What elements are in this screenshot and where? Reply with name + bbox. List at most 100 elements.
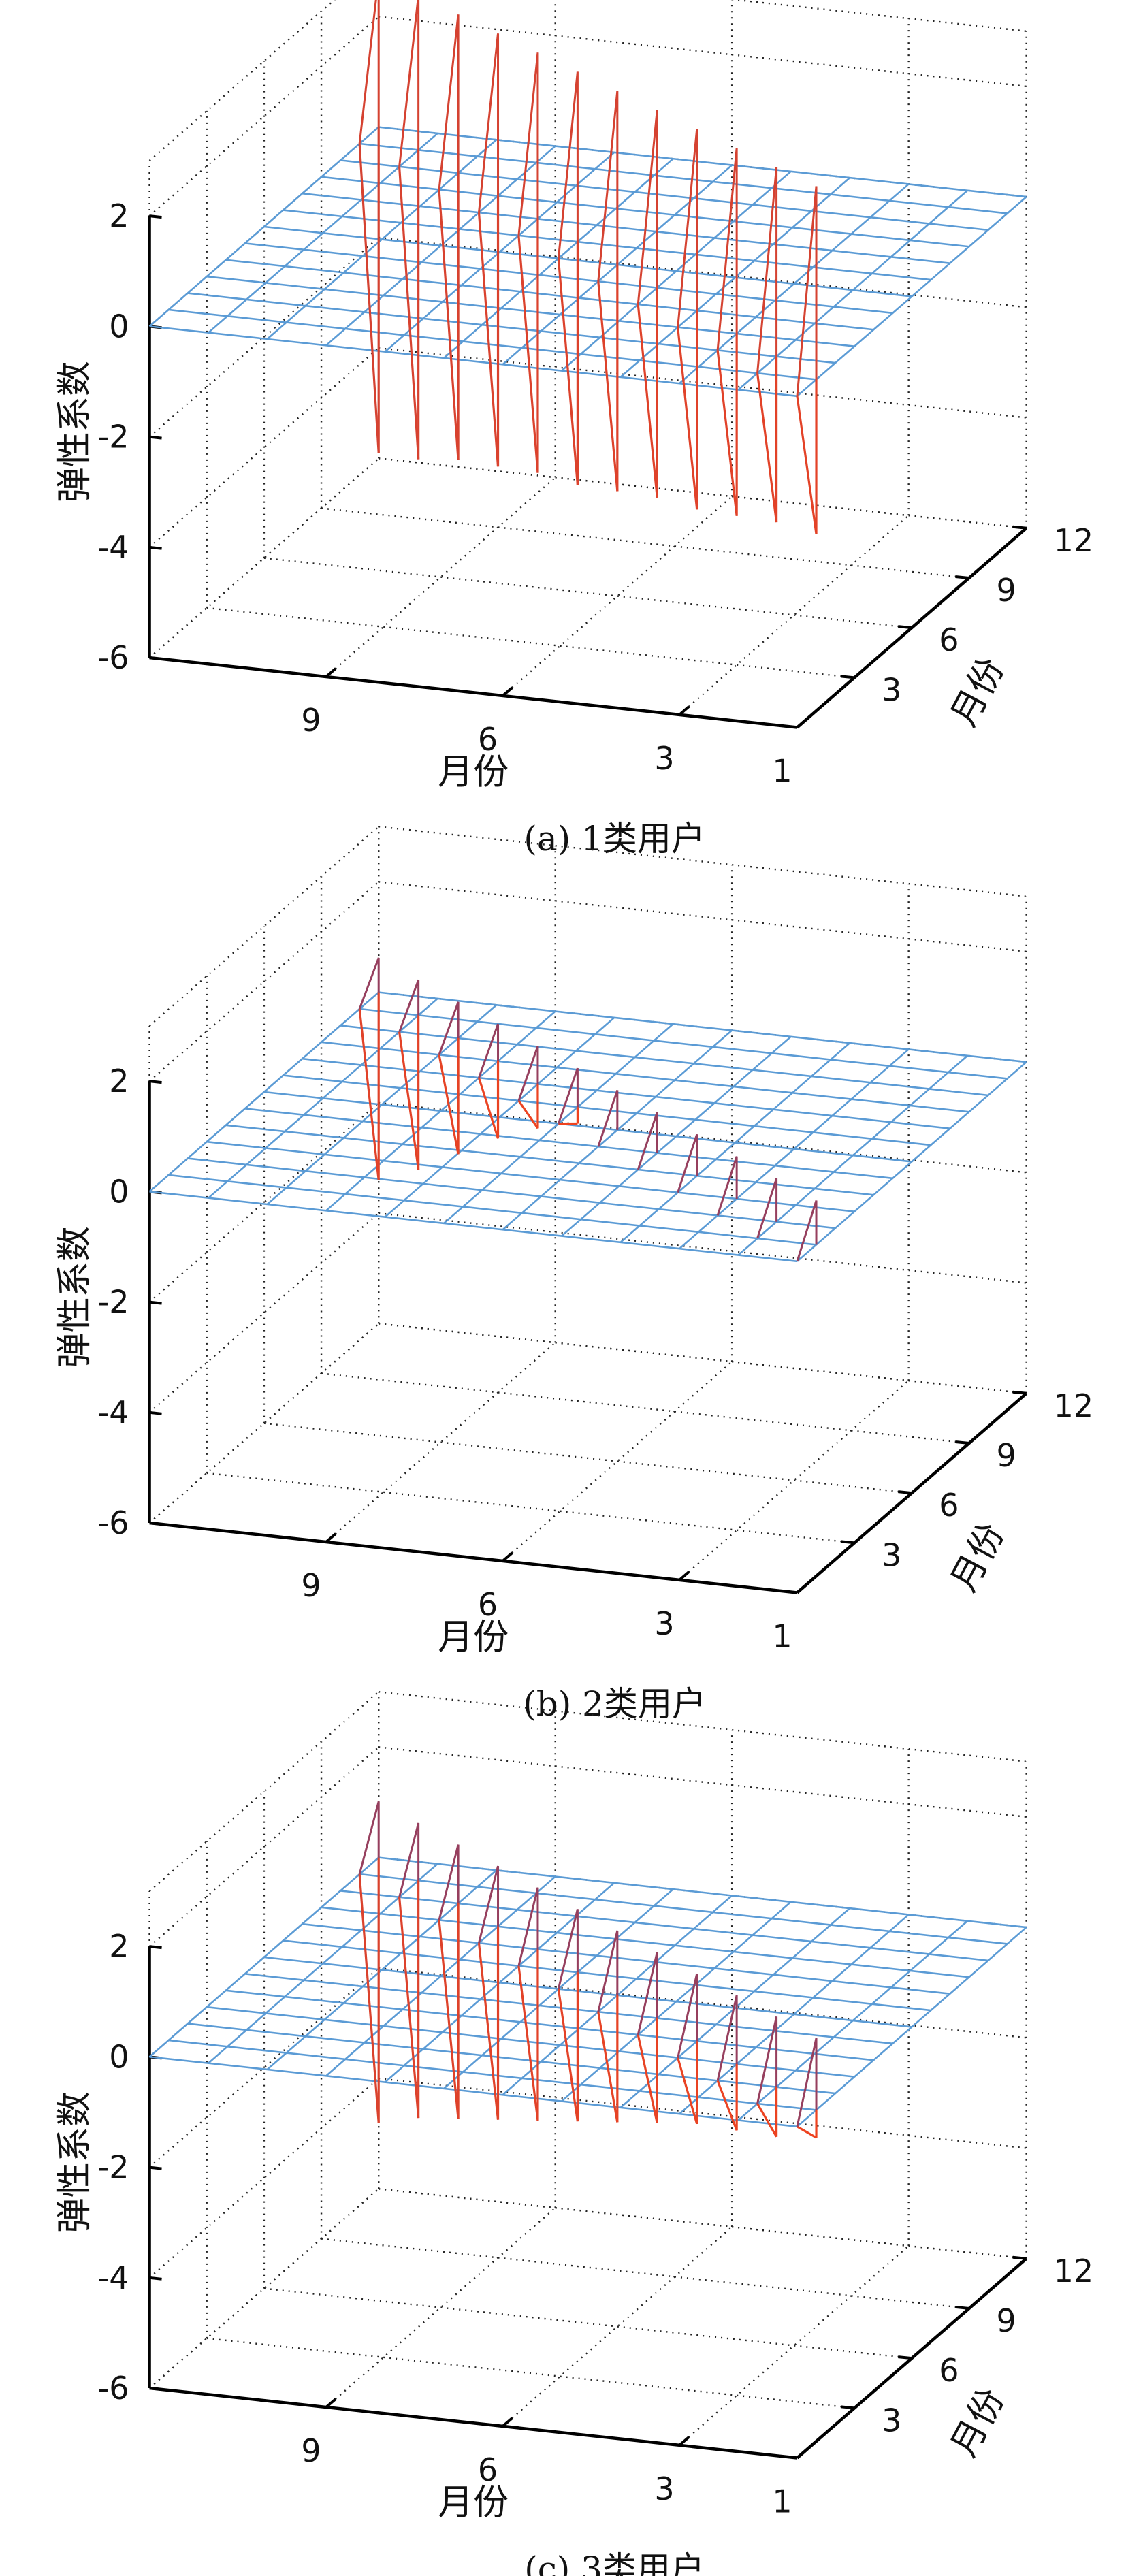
y-tick-label: 9 [996, 2302, 1016, 2339]
x-tick [678, 2436, 690, 2447]
y-tick-label: 3 [882, 2402, 901, 2438]
trough-spike [358, 1008, 380, 1180]
z-tick [149, 656, 162, 661]
floor-gridline [325, 2207, 556, 2408]
surface-mesh-line [302, 1922, 950, 1995]
floor-gridline [679, 1380, 910, 1581]
surface-mesh-line [340, 159, 988, 231]
floor-gridline [321, 2238, 969, 2310]
z-tick-label: -2 [98, 1284, 129, 1321]
y-tick-label: 6 [939, 622, 959, 658]
y-tick [1012, 525, 1027, 530]
z-tick-label: -2 [98, 419, 129, 455]
peak-ridge [756, 1178, 778, 1239]
x-tick-label: 9 [301, 702, 321, 739]
surface-mesh-line [244, 1973, 893, 2045]
trough-spike [358, 143, 380, 453]
surface-mesh-line [266, 1869, 498, 2070]
y-tick [955, 1440, 969, 1445]
x-tick [796, 1583, 808, 1594]
trough-spike [398, 1031, 420, 1170]
y-axis-label: 月份 [944, 2382, 1013, 2464]
surface-mesh-line [149, 1191, 798, 1263]
surface-mesh-line [340, 1890, 988, 1962]
surface-mesh-line [321, 176, 969, 248]
x-tick-label: 1 [772, 1618, 792, 1655]
wall-gridline [379, 2077, 1027, 2149]
trough-spike [398, 166, 420, 460]
trough-spike [677, 327, 698, 510]
x-tick-label: 3 [654, 740, 674, 777]
peak-ridge [677, 1133, 698, 1193]
trough-spike [796, 396, 818, 534]
floor-gridline [321, 1372, 969, 1445]
surface-mesh-line [384, 151, 615, 353]
wall-gridline [379, 1746, 1027, 1818]
x-axis [149, 2386, 798, 2460]
x-tick [325, 2398, 337, 2409]
surface-mesh-line [679, 1914, 910, 2115]
wall-gridline [379, 1967, 1027, 2039]
trough-spike [438, 1920, 460, 2119]
z-tick-label: -4 [98, 529, 129, 566]
y-axis-label: 月份 [944, 1517, 1013, 1598]
trough-spike [517, 235, 539, 473]
trough-spike [477, 1942, 500, 2120]
x-tick [678, 705, 690, 716]
z-tick-label: -4 [98, 1394, 129, 1431]
x-tick [502, 1551, 513, 1562]
wall-gridline [379, 236, 1027, 308]
z-tick-label: -6 [98, 2370, 129, 2406]
peak-ridge [557, 1067, 579, 1125]
z-tick-label: 2 [109, 1928, 129, 1965]
trough-spike [756, 2103, 777, 2138]
peak-ridge [716, 148, 738, 351]
surface-mesh-line [302, 192, 950, 264]
peak-ridge [677, 1973, 698, 2059]
floor-gridline [502, 496, 733, 696]
x-tick [325, 1532, 337, 1543]
wall-gridline [379, 347, 1027, 419]
surface-mesh-line [225, 1989, 874, 2061]
surface-mesh-line [283, 209, 931, 281]
surface-mesh-line [321, 1906, 969, 1978]
y-tick [898, 625, 912, 630]
z-tick [149, 2166, 162, 2170]
z-axis-label: 弹性系数 [54, 1226, 95, 1368]
y-tick [840, 675, 855, 679]
floor-gridline [321, 507, 969, 579]
z-tick-label: 0 [109, 2038, 129, 2075]
z-tick-label: -6 [98, 1504, 129, 1541]
surface-mesh-line [379, 991, 1027, 1063]
surface-mesh-line [225, 1124, 874, 1196]
trough-spike [438, 1054, 460, 1155]
peak-ridge [438, 1844, 460, 1920]
surface-mesh-line [148, 126, 380, 327]
peak-ridge [597, 1930, 619, 2012]
peak-ridge [716, 1995, 738, 2081]
surface-mesh-line [148, 991, 380, 1193]
x-tick [502, 2417, 513, 2428]
surface-mesh-line [263, 1956, 912, 2028]
surface-mesh-line [244, 1108, 893, 1180]
floor-gridline [206, 607, 855, 679]
surface-mesh-line [797, 1927, 1027, 2127]
peak-ridge [796, 2038, 818, 2127]
surface-mesh-line [379, 1856, 1027, 1929]
floor-gridline [263, 557, 912, 629]
floor-gridline [679, 2245, 910, 2446]
x-tick-label: 9 [301, 2432, 321, 2469]
z-axis-label: 弹性系数 [54, 361, 95, 502]
wall-gridline [379, 1101, 1027, 1174]
z-tick [149, 2387, 162, 2392]
x-tick-label: 3 [654, 1605, 674, 1642]
trough-spike [477, 212, 500, 467]
y-tick [955, 2305, 969, 2310]
surface-mesh-line [225, 259, 874, 331]
trough-spike [716, 2080, 738, 2131]
peak-ridge [398, 1822, 420, 1898]
peak-ridge [398, 0, 420, 167]
trough-spike [716, 350, 738, 516]
